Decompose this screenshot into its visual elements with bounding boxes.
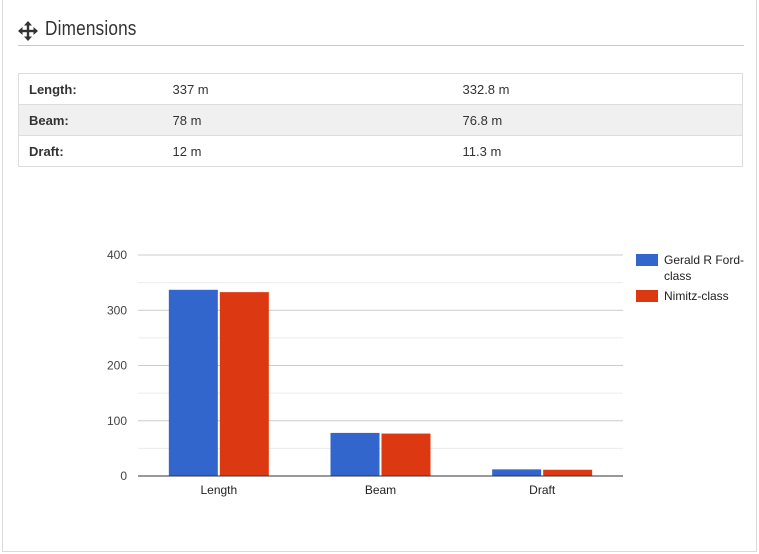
- bar-draft-nimitz: [543, 469, 593, 476]
- ford-value: 12 m: [162, 135, 453, 167]
- x-tick-label: Beam: [365, 483, 396, 497]
- bar-length-ford: [168, 289, 218, 476]
- nimitz-value: 11.3 m: [452, 135, 743, 167]
- ford-value: 78 m: [162, 104, 453, 136]
- chart-legend: Gerald R Ford-class Nimitz-class: [636, 252, 746, 308]
- bar-draft-ford: [492, 469, 542, 476]
- y-tick-label: 0: [120, 469, 127, 483]
- row-label: Draft:: [18, 135, 163, 167]
- bar-beam-nimitz: [381, 433, 431, 476]
- legend-swatch: [636, 290, 658, 302]
- x-tick-label: Draft: [529, 483, 556, 497]
- bar-length-nimitz: [219, 292, 269, 476]
- section-title: Dimensions: [45, 18, 137, 40]
- dimensions-table: Length: 337 m 332.8 m Beam: 78 m 76.8 m …: [18, 73, 743, 167]
- move-arrows-icon: [18, 20, 38, 41]
- y-tick-label: 300: [107, 303, 127, 317]
- row-label: Length:: [18, 73, 163, 105]
- legend-item-nimitz[interactable]: Nimitz-class: [636, 288, 746, 304]
- nimitz-value: 76.8 m: [452, 104, 743, 136]
- legend-item-ford[interactable]: Gerald R Ford-class: [636, 252, 746, 284]
- table-row: Draft: 12 m 11.3 m: [18, 135, 743, 167]
- table-row: Beam: 78 m 76.8 m: [18, 104, 743, 136]
- legend-label: Gerald R Ford-class: [664, 253, 745, 283]
- y-tick-label: 400: [107, 248, 127, 262]
- table-row: Length: 337 m 332.8 m: [18, 73, 743, 105]
- row-label: Beam:: [18, 104, 163, 136]
- y-tick-label: 100: [107, 414, 127, 428]
- section-header: Dimensions: [18, 14, 744, 46]
- y-tick-label: 200: [107, 359, 127, 373]
- legend-label: Nimitz-class: [664, 289, 729, 303]
- bar-beam-ford: [330, 432, 380, 476]
- legend-swatch: [636, 254, 658, 266]
- x-tick-label: Length: [200, 483, 237, 497]
- ford-value: 337 m: [162, 73, 453, 105]
- nimitz-value: 332.8 m: [452, 73, 743, 105]
